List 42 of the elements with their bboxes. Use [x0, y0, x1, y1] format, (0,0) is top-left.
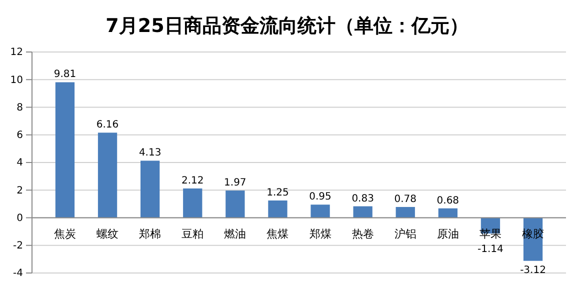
y-tick-label: 10: [10, 74, 23, 86]
y-tick-label: 2: [16, 185, 23, 196]
bar: [55, 82, 75, 218]
x-tick-label: 热卷: [352, 228, 374, 241]
x-tick-label: 郑棉: [139, 228, 162, 241]
y-tick-label: 8: [16, 102, 23, 114]
data-label: 0.68: [436, 195, 460, 206]
bar: [438, 208, 458, 218]
data-label: 1.25: [266, 187, 289, 198]
x-tick-label: 焦炭: [54, 228, 76, 241]
y-tick-label: -4: [13, 268, 23, 280]
y-tick-label: 4: [16, 158, 23, 169]
bar: [396, 206, 415, 218]
bar: [183, 188, 202, 218]
bar: [310, 204, 330, 218]
x-tick-label: 郑煤: [309, 228, 332, 241]
x-tick-label: 原油: [436, 228, 459, 241]
data-label: 0.95: [309, 192, 332, 203]
data-label: 0.78: [394, 194, 417, 205]
bar: [268, 200, 288, 218]
data-label: 0.83: [352, 193, 374, 204]
data-label: -3.12: [520, 264, 546, 276]
x-tick-label: 焦煤: [266, 228, 289, 241]
bar: [226, 190, 245, 218]
x-tick-label: 燃油: [224, 228, 246, 241]
x-tick-label: 豆粕: [182, 228, 204, 241]
y-tick-label: 12: [10, 47, 23, 58]
data-label: 1.97: [224, 178, 246, 189]
data-label: -1.14: [478, 244, 504, 255]
data-label: 6.16: [96, 120, 119, 131]
data-label: 4.13: [138, 148, 162, 159]
bar: [140, 160, 160, 218]
data-label: 2.12: [181, 175, 204, 186]
y-tick-label: -2: [13, 240, 23, 252]
y-tick-label: 6: [16, 130, 23, 142]
data-label: 9.81: [54, 69, 76, 80]
x-tick-label: 螺纹: [96, 228, 119, 241]
y-tick-label: 0: [16, 212, 23, 224]
x-tick-label: 沪铝: [394, 228, 416, 241]
bar: [98, 132, 118, 218]
chart-title: 7月25日商品资金流向统计（单位：亿元）: [106, 15, 468, 37]
bar: [353, 206, 372, 218]
